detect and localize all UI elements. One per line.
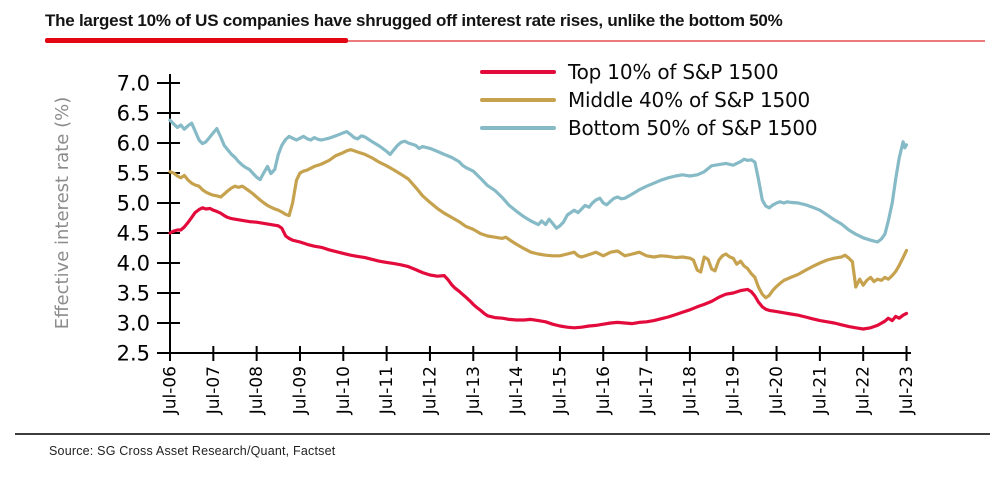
footer-divider — [15, 433, 990, 435]
series-line-bottom50 — [168, 118, 909, 244]
x-tick-label: Jul-14 — [507, 366, 527, 415]
legend-label-bottom50: Bottom 50% of S&P 1500 — [568, 116, 818, 140]
x-tick-label: Jul-17 — [637, 366, 657, 415]
x-tick-label: Jul-10 — [334, 366, 354, 415]
y-tick-label: 5.5 — [117, 162, 150, 186]
x-tick-label: Jul-12 — [420, 366, 440, 415]
legend-label-middle40: Middle 40% of S&P 1500 — [568, 88, 811, 112]
source-note: Source: SG Cross Asset Research/Quant, F… — [49, 444, 336, 458]
y-tick-label: 2.5 — [117, 342, 150, 366]
x-tick-label: Jul-20 — [767, 366, 787, 415]
x-tick-label: Jul-07 — [204, 366, 224, 415]
legend-swatch-top10-icon — [480, 69, 556, 75]
y-tick-label: 7.0 — [117, 72, 150, 96]
x-tick-label: Jul-13 — [464, 366, 484, 415]
legend-item-bottom50: Bottom 50% of S&P 1500 — [480, 114, 818, 142]
x-tick-label: Jul-06 — [161, 366, 181, 415]
title-underline — [348, 39, 985, 42]
x-tick-label: Jul-18 — [680, 366, 700, 415]
legend-label-top10: Top 10% of S&P 1500 — [568, 60, 779, 84]
y-tick-label: 6.5 — [117, 102, 150, 126]
y-axis-title: Effective interest rate (%) — [52, 97, 73, 329]
x-tick-label: Jul-11 — [377, 366, 397, 415]
y-tick-label: 4.5 — [117, 222, 150, 246]
series-line-middle40 — [168, 148, 909, 300]
x-tick-label: Jul-19 — [724, 366, 744, 415]
y-tick-label: 3.5 — [117, 282, 150, 306]
legend: Top 10% of S&P 1500 Middle 40% of S&P 15… — [480, 58, 818, 142]
legend-swatch-bottom50-icon — [480, 125, 556, 131]
y-tick-label: 3.0 — [117, 312, 150, 336]
x-tick-label: Jul-16 — [594, 366, 614, 415]
y-tick-label: 6.0 — [117, 132, 150, 156]
chart-title: The largest 10% of US companies have shr… — [45, 11, 783, 30]
x-tick-label: Jul-09 — [290, 366, 310, 415]
y-tick-label: 5.0 — [117, 192, 150, 216]
legend-item-top10: Top 10% of S&P 1500 — [480, 58, 817, 86]
x-tick-label: Jul-15 — [550, 366, 570, 415]
x-tick-label: Jul-22 — [854, 366, 874, 415]
legend-item-middle40: Middle 40% of S&P 1500 — [480, 86, 817, 114]
series-line-top10 — [168, 206, 909, 331]
x-tick-label: Jul-21 — [810, 366, 830, 415]
y-tick-label: 4.0 — [117, 252, 150, 276]
x-tick-label: Jul-23 — [897, 366, 917, 415]
title-underline-accent — [45, 38, 348, 43]
x-tick-label: Jul-08 — [247, 366, 267, 415]
legend-swatch-middle40-icon — [480, 97, 556, 103]
